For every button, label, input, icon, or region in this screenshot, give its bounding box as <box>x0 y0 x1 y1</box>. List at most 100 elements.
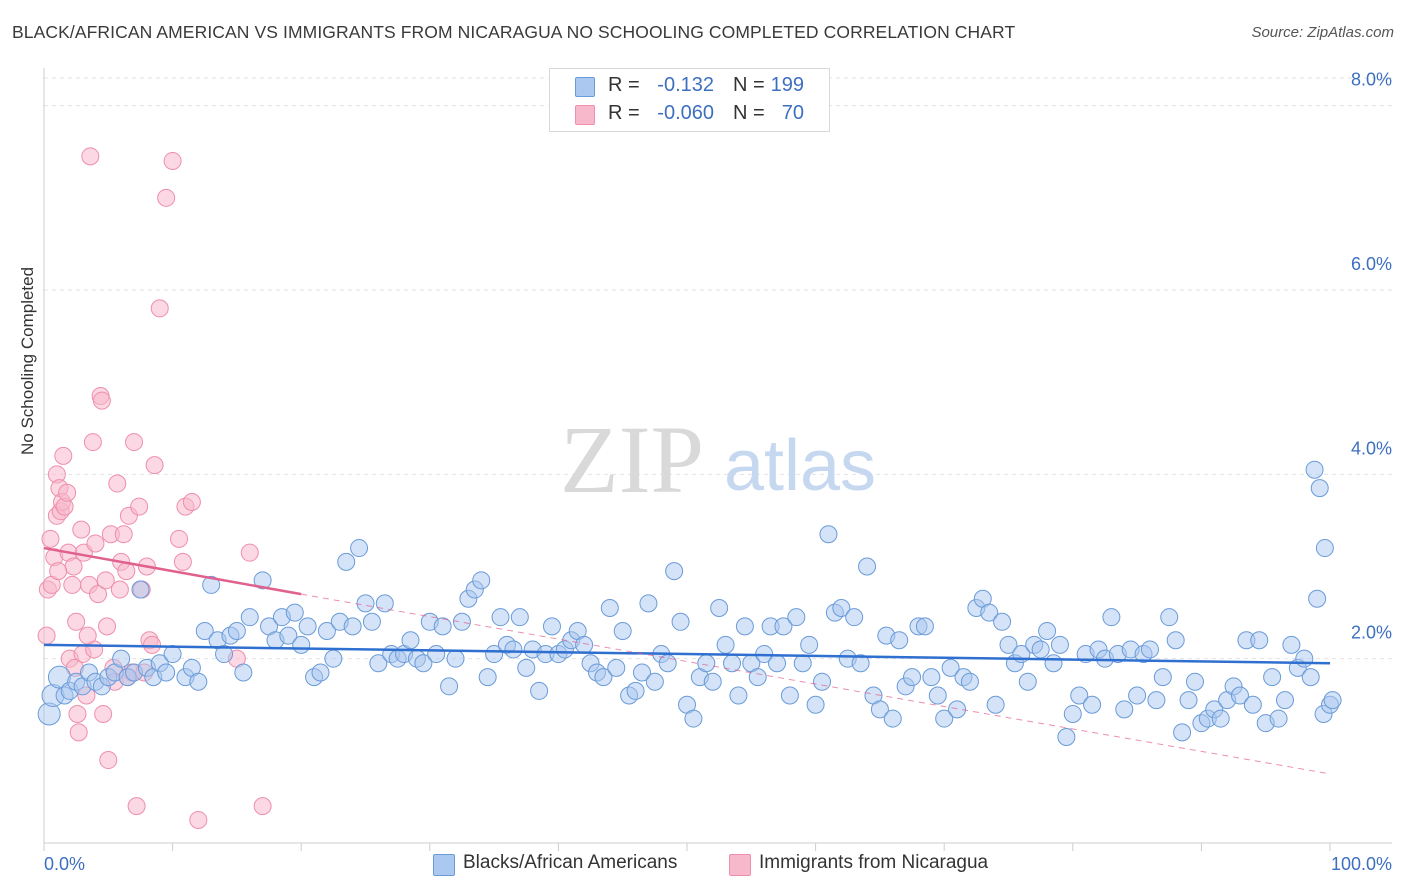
blacks-point <box>723 654 742 673</box>
blacks-point <box>697 654 716 673</box>
blacks-point <box>1044 654 1063 673</box>
blacks-point <box>1102 608 1121 627</box>
source-credit: Source: ZipAtlas.com <box>1251 24 1394 41</box>
blacks-point <box>626 681 645 700</box>
blacks-point <box>684 709 703 728</box>
nicaragua-point <box>94 704 113 723</box>
blacks-point <box>632 663 651 682</box>
blacks-point <box>870 700 889 719</box>
blacks-point <box>189 672 208 691</box>
blacks-point <box>362 612 381 631</box>
nicaragua-point <box>163 151 182 170</box>
blacks-point <box>960 672 979 691</box>
blacks-point <box>1275 691 1294 710</box>
blacks-point <box>1160 608 1179 627</box>
legend-row-blacks: R = -0.132 N = 199 <box>550 72 829 100</box>
blacks-point <box>1031 640 1050 659</box>
blacks-point <box>195 622 214 641</box>
blacks-point <box>285 603 304 622</box>
nicaragua-point <box>143 635 162 654</box>
nicaragua-point <box>83 433 102 452</box>
blacks-point <box>530 681 549 700</box>
blacks-point <box>356 594 375 613</box>
blacks-point <box>1250 631 1269 650</box>
blacks-point <box>401 631 420 650</box>
blacks-point <box>793 654 812 673</box>
nicaragua-point <box>49 562 68 581</box>
blacks-point <box>928 686 947 705</box>
blacks-point <box>414 654 433 673</box>
legend-n-value-nicaragua: 70 <box>781 102 804 124</box>
blacks-point <box>948 700 967 719</box>
watermark-atlas: atlas <box>724 426 876 506</box>
blacks-point <box>163 645 182 664</box>
grid-lines <box>44 77 1392 660</box>
blacks-point <box>819 525 838 544</box>
blacks-point <box>446 649 465 668</box>
blacks-point <box>279 626 298 645</box>
legend-n-label: N = <box>733 74 765 96</box>
legend-r-value-blacks: -0.132 <box>657 74 714 96</box>
blacks-point <box>800 635 819 654</box>
blacks-point <box>1308 589 1327 608</box>
blacks-point <box>935 709 954 728</box>
legend-r-label: R = <box>608 74 640 96</box>
watermark-zip: ZIP <box>560 406 704 513</box>
nicaragua-point <box>189 810 208 829</box>
nicaragua-point <box>127 797 146 816</box>
nicaragua-point <box>99 751 118 770</box>
blacks-point <box>1050 635 1069 654</box>
blacks-point <box>472 571 491 590</box>
nicaragua-point <box>54 446 73 465</box>
y-axis-label: No Schooling Completed <box>18 266 37 455</box>
blacks-point <box>1211 709 1230 728</box>
blacks-point <box>157 663 176 682</box>
bottom-legend-label-blacks: Blacks/African Americans <box>463 852 678 873</box>
nicaragua-point <box>130 497 149 516</box>
blacks-point <box>1282 635 1301 654</box>
blacks-point <box>317 622 336 641</box>
blacks-point <box>504 640 523 659</box>
tick-labels: 2.0% 4.0% 6.0% 8.0% 0.0% 100.0% <box>44 70 1392 874</box>
nicaragua-point <box>110 580 129 599</box>
blacks-point <box>1057 728 1076 747</box>
nicaragua-point <box>78 626 97 645</box>
nicaragua-point <box>41 529 60 548</box>
nicaragua-point <box>253 797 272 816</box>
blacks-point <box>986 695 1005 714</box>
blacks-point <box>845 608 864 627</box>
blacks-point <box>600 598 619 617</box>
nicaragua-point <box>86 534 105 553</box>
chart-title: BLACK/AFRICAN AMERICAN VS IMMIGRANTS FRO… <box>12 22 1016 42</box>
blacks-point <box>999 635 1018 654</box>
nicaragua-point <box>173 552 192 571</box>
blacks-point <box>748 668 767 687</box>
blacks-point <box>806 695 825 714</box>
blacks-point <box>292 635 311 654</box>
blacks-point <box>343 617 362 636</box>
nicaragua-point <box>67 612 86 631</box>
blacks-point <box>491 608 510 627</box>
nicaragua-point <box>72 520 91 539</box>
nicaragua-point <box>96 571 115 590</box>
blacks-point <box>202 575 221 594</box>
blacks-point <box>234 663 253 682</box>
blacks-point <box>1185 672 1204 691</box>
nicaragua-point <box>63 575 82 594</box>
nicaragua-point <box>182 492 201 511</box>
blacks-point <box>858 557 877 576</box>
blacks-point <box>298 617 317 636</box>
blacks-point <box>735 617 754 636</box>
legend-n-value-blacks: 199 <box>770 74 804 96</box>
nicaragua-point <box>81 147 100 166</box>
blacks-point <box>613 622 632 641</box>
blacks-point <box>1115 700 1134 719</box>
blacks-point <box>1140 640 1159 659</box>
blacks-point <box>890 631 909 650</box>
nicaragua-trend-line <box>43 546 302 596</box>
blacks-point <box>768 654 787 673</box>
watermark: ZIP atlas <box>560 406 876 513</box>
blacks-point <box>440 677 459 696</box>
blacks-point <box>980 603 999 622</box>
blacks-point <box>665 562 684 581</box>
